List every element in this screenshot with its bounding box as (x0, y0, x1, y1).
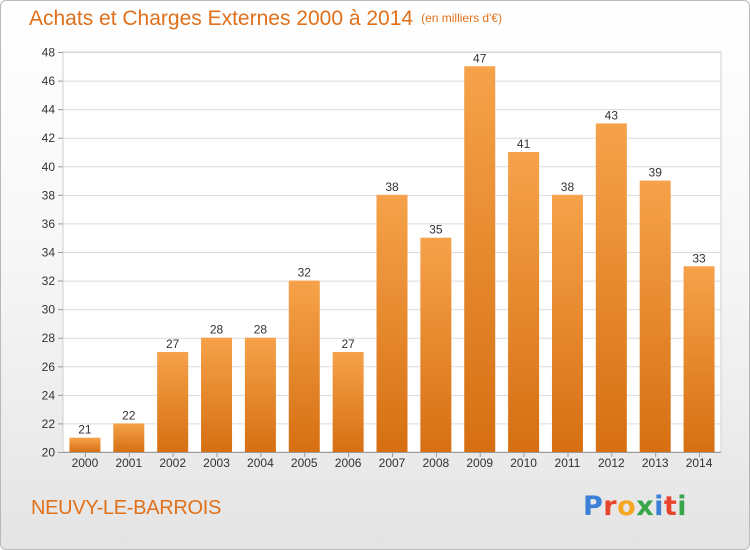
bar (201, 337, 233, 452)
y-tick-label: 40 (42, 160, 56, 174)
logo-letter: x (636, 491, 655, 522)
data-label: 41 (517, 137, 531, 151)
x-tick-label: 2014 (686, 456, 713, 470)
x-tick-label: 2003 (203, 456, 230, 470)
y-tick-label: 30 (42, 303, 56, 317)
bar (113, 423, 145, 452)
data-label: 21 (78, 423, 92, 437)
data-label: 35 (429, 223, 443, 237)
data-label: 38 (561, 180, 575, 194)
y-tick-label: 24 (42, 388, 56, 402)
data-label: 28 (254, 323, 268, 337)
y-tick-label: 48 (42, 46, 56, 60)
x-tick-label: 2001 (115, 456, 142, 470)
y-tick-label: 42 (42, 131, 56, 145)
bar (639, 180, 671, 453)
x-tick-label: 2004 (247, 456, 274, 470)
x-tick-label: 2012 (598, 456, 625, 470)
bar (508, 152, 540, 452)
y-tick-label: 28 (42, 331, 56, 345)
y-tick-label: 44 (42, 103, 56, 117)
y-tick-label: 26 (42, 360, 56, 374)
data-label: 27 (341, 337, 355, 351)
data-label: 28 (210, 323, 224, 337)
bar (683, 266, 715, 452)
data-label: 27 (166, 337, 180, 351)
logo-letter: r (603, 491, 618, 522)
logo-letter: P (583, 491, 604, 522)
bar (288, 280, 320, 452)
proxiti-logo: Proxiti (583, 491, 687, 522)
data-label: 33 (692, 251, 706, 265)
y-tick-label: 20 (42, 446, 56, 460)
chart-title: Achats et Charges Externes 2000 à 2014 (e… (29, 7, 502, 31)
y-tick-label: 46 (42, 74, 56, 88)
y-tick-label: 38 (42, 188, 56, 202)
x-tick-label: 2005 (291, 456, 318, 470)
x-tick-label: 2011 (555, 456, 581, 470)
bar (157, 352, 189, 452)
chart-title-text: Achats et Charges Externes 2000 à 2014 (29, 7, 414, 30)
y-tick-label: 22 (42, 417, 56, 431)
logo-letter: i (654, 491, 664, 522)
x-tick-label: 2000 (72, 456, 99, 470)
bar (551, 194, 583, 452)
x-tick-label: 2002 (159, 456, 186, 470)
y-tick-label: 32 (42, 274, 56, 288)
x-tick-label: 2006 (335, 456, 362, 470)
y-tick-label: 34 (42, 246, 56, 260)
data-label: 32 (298, 266, 312, 280)
bar (464, 66, 496, 453)
logo-letter: t (663, 491, 678, 522)
logo-letter: o (617, 491, 637, 522)
bar (244, 337, 276, 452)
y-tick-label: 36 (42, 217, 56, 231)
bar (595, 123, 627, 452)
city-name: NEUVY-LE-BARROIS (31, 497, 222, 519)
x-tick-label: 2009 (466, 456, 493, 470)
data-label: 38 (385, 180, 399, 194)
bar (332, 352, 364, 452)
x-tick-label: 2010 (510, 456, 537, 470)
bar (376, 194, 408, 452)
data-label: 43 (605, 108, 619, 122)
data-label: 39 (649, 166, 663, 180)
logo-letter: i (677, 491, 688, 522)
chart-unit: (en milliers d'€) (421, 11, 503, 25)
x-tick-label: 2008 (423, 456, 450, 470)
bar (69, 437, 101, 452)
x-tick-label: 2007 (379, 456, 406, 470)
data-label: 22 (122, 408, 136, 422)
x-tick-label: 2013 (642, 456, 669, 470)
bar (420, 237, 452, 452)
data-label: 47 (473, 51, 487, 65)
